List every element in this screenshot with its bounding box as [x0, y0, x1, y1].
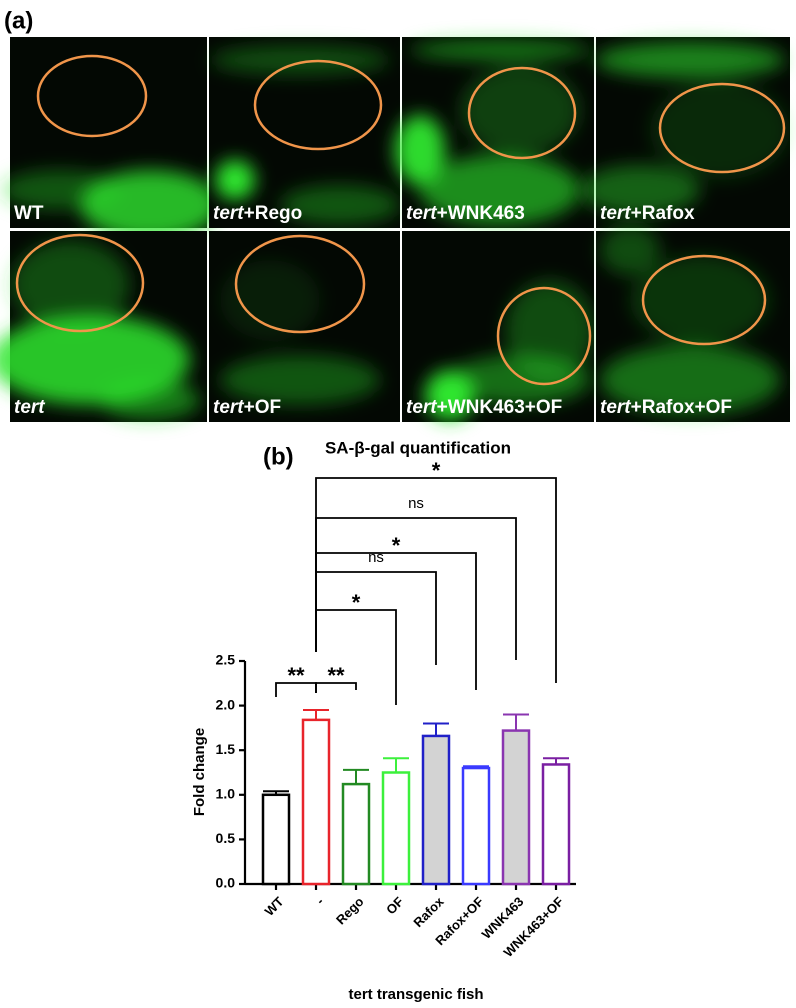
caption-text: +Rafox+OF	[631, 397, 732, 418]
x-tick-label: Rafox	[410, 893, 447, 930]
bar	[541, 763, 571, 886]
roi-ellipse	[234, 234, 366, 334]
x-tick-label: OF	[383, 894, 406, 917]
signal	[10, 240, 130, 330]
panel-caption: tert+Rego	[213, 203, 302, 224]
panel-caption: tert+WNK463+OF	[406, 397, 562, 418]
significance-bracket	[315, 609, 397, 705]
x-tick-label: Rego	[333, 894, 367, 928]
caption-text: +Rego	[244, 203, 303, 224]
caption-italic: tert	[406, 203, 437, 224]
x-axis-label: tert transgenic fish	[348, 986, 483, 1003]
signal	[580, 165, 700, 215]
signal	[600, 345, 780, 415]
caption-italic: tert	[406, 397, 437, 418]
tissue	[220, 260, 380, 405]
signal	[395, 115, 445, 185]
significance-label: *	[392, 533, 401, 558]
signal	[280, 185, 400, 225]
tissue	[0, 170, 220, 240]
caption-italic: tert	[14, 397, 45, 418]
signal	[630, 255, 770, 345]
bar	[301, 718, 331, 886]
roi-ellipse	[658, 82, 786, 174]
signal	[410, 40, 590, 60]
tissue	[580, 42, 790, 215]
roi-ellipse	[641, 254, 767, 346]
significance-bracket	[315, 477, 557, 683]
y-tick-label: 0.0	[216, 875, 236, 891]
significance-label: ns	[368, 549, 384, 566]
tissue	[425, 280, 595, 420]
x-tick-label: WT	[262, 894, 287, 919]
y-tick-label: 0.5	[216, 830, 236, 846]
panel-label: (b)	[263, 443, 294, 470]
tissue	[600, 225, 780, 415]
signal	[420, 155, 580, 225]
roi-ellipse	[467, 66, 577, 160]
chart-title: SA-β-gal quantification	[325, 438, 511, 457]
panel-caption: tert+WNK463	[406, 203, 525, 224]
panel-caption: tert+Rafox+OF	[600, 397, 732, 418]
significance-label: ns	[408, 495, 424, 512]
signal	[220, 260, 320, 340]
signal	[220, 355, 380, 405]
roi-ellipse	[15, 233, 145, 333]
significance-bracket	[315, 517, 517, 660]
significance-bracket	[315, 571, 437, 665]
signal	[650, 80, 790, 180]
caption-italic: tert	[213, 203, 244, 224]
significance-label: *	[352, 590, 361, 615]
panel-caption: tert+OF	[213, 397, 281, 418]
signal	[215, 160, 255, 200]
significance-label: **	[287, 663, 305, 688]
caption-text: +OF	[244, 397, 281, 418]
roi-ellipse	[253, 59, 383, 151]
panel-caption: tert	[14, 397, 45, 418]
y-tick-label: 1.5	[216, 741, 236, 757]
y-tick-label: 2.5	[216, 652, 236, 668]
significance-bracket	[315, 682, 357, 693]
y-axis-label: Fold change	[191, 728, 208, 816]
panel-caption: tert+Rafox	[600, 203, 695, 224]
tissue	[0, 240, 200, 420]
roi-ellipse	[36, 54, 148, 138]
bar	[341, 782, 371, 886]
caption-text: WT	[14, 203, 44, 224]
signal	[505, 280, 595, 380]
signal	[100, 380, 200, 420]
panel-label: (a)	[4, 7, 33, 34]
roi-ellipse	[496, 286, 592, 386]
x-tick-label: -	[313, 894, 327, 908]
caption-italic: tert	[600, 203, 631, 224]
signal	[460, 65, 580, 155]
caption-italic: tert	[600, 397, 631, 418]
tissue	[210, 45, 400, 225]
y-tick-label: 1.0	[216, 786, 236, 802]
signal	[595, 42, 785, 78]
caption-italic: tert	[213, 397, 244, 418]
significance-label: **	[327, 663, 345, 688]
caption-text: +Rafox	[631, 203, 695, 224]
caption-text: +WNK463	[437, 203, 525, 224]
caption-text: +WNK463+OF	[437, 397, 563, 418]
signal	[210, 45, 390, 75]
bar	[501, 729, 531, 886]
bar	[461, 766, 491, 886]
tissue	[395, 40, 590, 225]
significance-label: *	[432, 458, 441, 483]
signal	[0, 170, 120, 210]
signal	[600, 225, 660, 275]
bar	[381, 771, 411, 886]
bar	[421, 734, 451, 886]
panel-caption: WT	[14, 203, 44, 224]
bar	[261, 793, 291, 886]
y-tick-label: 2.0	[216, 696, 236, 712]
